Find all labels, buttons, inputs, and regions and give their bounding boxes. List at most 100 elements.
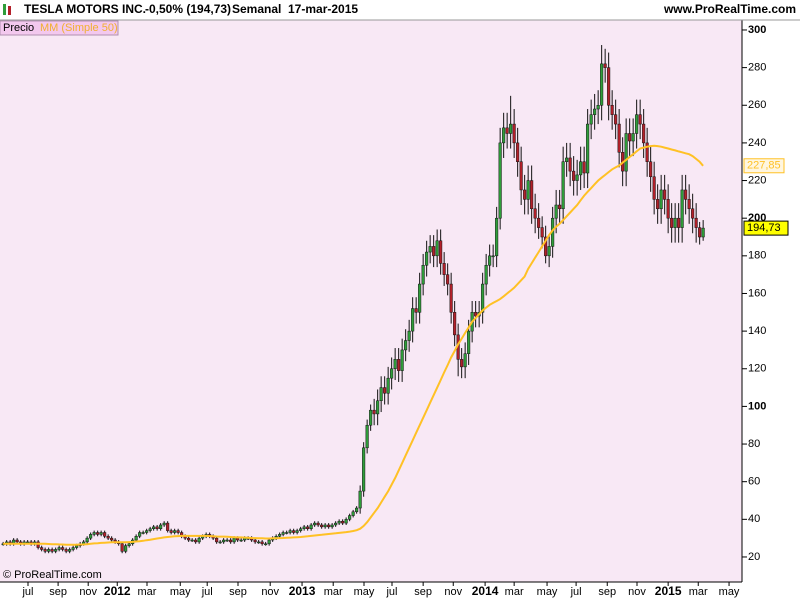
panel-label: Precio [3, 22, 34, 34]
candle-body [134, 536, 138, 541]
date: 17-mar-2015 [288, 2, 358, 16]
candle-body [484, 264, 488, 285]
candle-body [358, 490, 362, 509]
candle-body [302, 526, 306, 529]
sma-value-label: 227,85 [747, 160, 781, 172]
y-tick-label: 20 [748, 551, 760, 563]
candle-body [61, 547, 65, 550]
candle-body [75, 545, 79, 548]
candle-body [519, 161, 523, 191]
candle-body [575, 174, 579, 181]
y-tick-label: 60 [748, 476, 760, 488]
x-tick-label: jul [570, 586, 582, 598]
candle-body [656, 199, 660, 210]
candle-body [26, 541, 30, 544]
candle-body [446, 274, 450, 285]
candle-body [411, 308, 415, 332]
candle-body [313, 522, 317, 526]
candle-body [579, 161, 583, 176]
candle-body [155, 526, 159, 529]
y-tick-label: 140 [748, 325, 766, 337]
x-tick-label: may [354, 586, 375, 598]
candle-body [432, 246, 436, 257]
candle-body [572, 170, 576, 181]
candle-body [299, 528, 303, 531]
source: www.ProRealTime.com [663, 2, 796, 16]
candle-body [341, 520, 345, 524]
candle-body [323, 524, 327, 528]
x-tick-label: sep [598, 586, 616, 598]
candle-body [71, 547, 75, 550]
candle-body [540, 227, 544, 238]
candle-body [330, 524, 334, 528]
candle-body [327, 524, 331, 528]
candle-body [544, 236, 548, 257]
y-tick-label: 160 [748, 287, 766, 299]
candle-body [614, 114, 618, 125]
candle-body [215, 537, 219, 543]
candle-body [50, 549, 54, 552]
y-tick-label: 260 [748, 99, 766, 111]
candle-body [376, 400, 380, 415]
candle-body [586, 123, 590, 174]
y-tick-label: 300 [748, 24, 766, 36]
x-tick-label: mar [324, 586, 343, 598]
candle-body [278, 534, 282, 537]
plot-area [0, 20, 742, 582]
legend-box [0, 20, 119, 36]
x-tick-label: 2012 [104, 584, 131, 598]
candle-body [491, 255, 495, 258]
candle-body [512, 123, 516, 144]
candle-body [379, 387, 383, 402]
x-tick-label: nov [261, 586, 279, 598]
candle-body [386, 377, 390, 394]
candle-body [516, 142, 520, 162]
x-tick-label: mar [505, 586, 524, 598]
candle-body [425, 251, 429, 266]
candle-body [281, 532, 285, 535]
candle-body [383, 387, 387, 394]
y-tick-label: 80 [748, 438, 760, 450]
candle-body [600, 63, 604, 106]
candle-body [404, 340, 408, 351]
candle-body [467, 330, 471, 354]
candle-body [295, 530, 299, 533]
candle-body [642, 123, 646, 144]
candle-body [694, 217, 698, 228]
candle-body [260, 541, 264, 545]
candle-body [428, 246, 432, 253]
legend-entry: MM (Simple 50) [40, 22, 118, 34]
y-tick-label: 180 [748, 250, 766, 262]
candle-body [348, 515, 352, 520]
candle-body [127, 543, 131, 546]
x-tick-label: jul [21, 586, 33, 598]
candle-body [89, 534, 93, 539]
candle-body [474, 312, 478, 317]
candle-body [554, 204, 558, 219]
icon [8, 6, 11, 15]
candle-body [43, 549, 47, 552]
candle-body [40, 547, 44, 550]
candle-body [439, 240, 443, 264]
candle-body [453, 312, 457, 336]
candle-body [565, 157, 569, 162]
candle-body [285, 532, 289, 534]
candle-body [502, 127, 506, 144]
x-tick-label: sep [229, 586, 247, 598]
candle-body [68, 549, 72, 552]
candle-body [64, 549, 68, 552]
candle-body [407, 330, 411, 341]
candle-body [166, 522, 170, 531]
candle-body [239, 539, 243, 542]
change: -0,50% (194,73) [145, 2, 231, 16]
candle-body [659, 189, 663, 210]
x-tick-label: 2014 [472, 584, 499, 598]
candle-body [110, 537, 114, 541]
candle-body [400, 349, 404, 371]
candle-body [582, 161, 586, 174]
price-value-label: 194,73 [747, 222, 781, 234]
x-tick-label: nov [628, 586, 646, 598]
candle-body [568, 157, 572, 172]
x-tick-label: may [537, 586, 558, 598]
